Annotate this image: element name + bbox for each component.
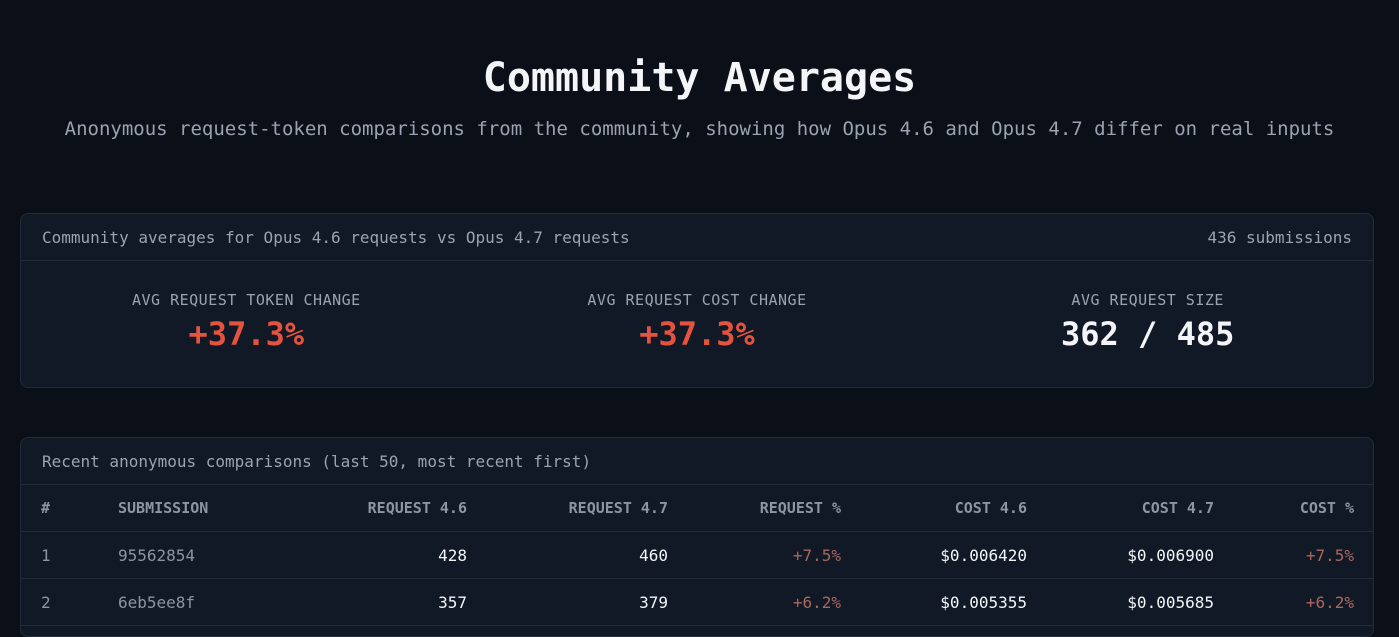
stat-value: +37.3% bbox=[188, 315, 305, 353]
comparisons-table: # SUBMISSION REQUEST 4.6 REQUEST 4.7 REQ… bbox=[21, 485, 1373, 626]
col-request-pct[interactable]: REQUEST % bbox=[669, 485, 842, 532]
cell-cost-47: $0.006900 bbox=[1028, 531, 1215, 579]
col-cost-47[interactable]: COST 4.7 bbox=[1028, 485, 1215, 532]
cell-index: 1 bbox=[21, 531, 117, 579]
recent-header: Recent anonymous comparisons (last 50, m… bbox=[21, 438, 1373, 485]
cell-request-46: 357 bbox=[288, 578, 468, 626]
cell-submission: 95562854 bbox=[117, 531, 288, 579]
cell-request-47: 460 bbox=[468, 531, 669, 579]
cell-request-pct: +7.5% bbox=[669, 531, 842, 579]
col-request-46[interactable]: REQUEST 4.6 bbox=[288, 485, 468, 532]
col-index[interactable]: # bbox=[21, 485, 117, 532]
stat-value: +37.3% bbox=[639, 315, 755, 353]
recent-comparisons-card: Recent anonymous comparisons (last 50, m… bbox=[20, 437, 1374, 637]
cell-request-pct: +6.2% bbox=[669, 578, 842, 626]
stat-label: AVG REQUEST COST CHANGE bbox=[587, 291, 807, 309]
page-title: Community Averages bbox=[482, 55, 917, 101]
cell-submission: 6eb5ee8f bbox=[117, 578, 288, 626]
cell-request-47: 379 bbox=[468, 578, 669, 626]
stat-cost-change: AVG REQUEST COST CHANGE +37.3% bbox=[472, 291, 923, 353]
stat-token-change: AVG REQUEST TOKEN CHANGE +37.3% bbox=[21, 291, 472, 353]
col-request-47[interactable]: REQUEST 4.7 bbox=[468, 485, 669, 532]
cell-cost-pct: +6.2% bbox=[1215, 578, 1355, 626]
page-subtitle: Anonymous request-token comparisons from… bbox=[64, 118, 1335, 140]
recent-heading: Recent anonymous comparisons (last 50, m… bbox=[42, 451, 592, 471]
summary-header: Community averages for Opus 4.6 requests… bbox=[21, 214, 1373, 261]
submissions-count: 436 submissions bbox=[1207, 227, 1353, 247]
cell-cost-46: $0.006420 bbox=[842, 531, 1028, 579]
summary-card: Community averages for Opus 4.6 requests… bbox=[20, 213, 1374, 388]
summary-heading: Community averages for Opus 4.6 requests… bbox=[42, 227, 630, 247]
col-submission[interactable]: SUBMISSION bbox=[117, 485, 288, 532]
cell-request-46: 428 bbox=[288, 531, 468, 579]
stat-label: AVG REQUEST TOKEN CHANGE bbox=[131, 291, 361, 309]
table-row: 1 95562854 428 460 +7.5% $0.006420 $0.00… bbox=[21, 531, 1373, 579]
stat-label: AVG REQUEST SIZE bbox=[1071, 291, 1224, 309]
cell-cost-47: $0.005685 bbox=[1028, 578, 1215, 626]
stat-request-size: AVG REQUEST SIZE 362 / 485 bbox=[922, 291, 1373, 353]
col-cost-46[interactable]: COST 4.6 bbox=[842, 485, 1028, 532]
cell-cost-pct: +7.5% bbox=[1215, 531, 1355, 579]
table-header-row: # SUBMISSION REQUEST 4.6 REQUEST 4.7 REQ… bbox=[21, 485, 1373, 532]
table-row: 2 6eb5ee8f 357 379 +6.2% $0.005355 $0.00… bbox=[21, 578, 1373, 626]
stat-value: 362 / 485 bbox=[1060, 315, 1235, 353]
cell-cost-46: $0.005355 bbox=[842, 578, 1028, 626]
cell-index: 2 bbox=[21, 578, 117, 626]
col-cost-pct[interactable]: COST % bbox=[1215, 485, 1355, 532]
